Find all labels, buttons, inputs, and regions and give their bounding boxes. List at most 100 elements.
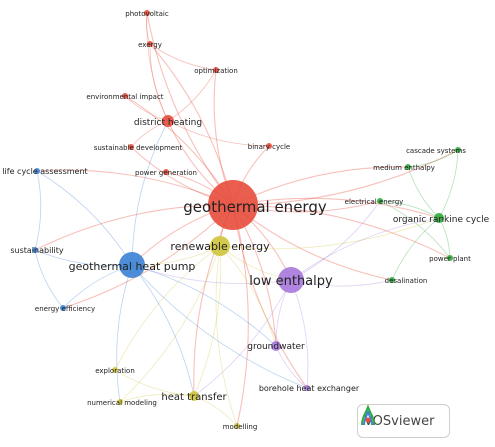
node-label-sustainable-development[interactable]: sustainable development bbox=[94, 144, 183, 152]
link-organic-rankine-cycle-to-desalination bbox=[391, 217, 440, 281]
node-numerical-modeling[interactable] bbox=[117, 399, 123, 405]
node-heat-transfer[interactable] bbox=[189, 391, 199, 401]
link-geothermal-energy-to-energy-efficiency bbox=[62, 204, 234, 309]
link-low-enthalpy-to-electrical-energy bbox=[290, 200, 381, 281]
vosviewer-logo-icon bbox=[361, 405, 375, 426]
node-electrical-energy[interactable] bbox=[377, 198, 383, 204]
link-renewable-energy-to-numerical-modeling bbox=[119, 245, 221, 403]
node-exergy[interactable] bbox=[147, 41, 153, 47]
node-label-geothermal-energy[interactable]: geothermal energy bbox=[183, 198, 327, 216]
node-label-binary-cycle[interactable]: binary cycle bbox=[248, 143, 290, 151]
link-geothermal-energy-to-organic-rankine-cycle bbox=[232, 197, 440, 219]
link-renewable-energy-to-modelling bbox=[215, 245, 238, 427]
node-label-exergy[interactable]: exergy bbox=[138, 41, 162, 49]
link-geothermal-heat-pump-to-numerical-modeling bbox=[116, 264, 133, 403]
link-low-enthalpy-to-borehole-heat-exchanger bbox=[290, 279, 309, 389]
link-geothermal-energy-to-photovoltaic bbox=[146, 12, 234, 206]
node-label-low-enthalpy[interactable]: low enthalpy bbox=[249, 274, 333, 289]
node-power-generation[interactable] bbox=[163, 169, 169, 175]
link-geothermal-energy-to-power-plant bbox=[232, 204, 451, 259]
node-label-life-cycle-assessment[interactable]: life cycle assessment bbox=[2, 167, 87, 176]
link-organic-rankine-cycle-to-medium-enthalpy bbox=[407, 166, 440, 219]
node-cascade-systems[interactable] bbox=[455, 147, 461, 153]
link-heat-transfer-to-numerical-modeling bbox=[119, 393, 195, 403]
node-sustainable-development[interactable] bbox=[128, 144, 134, 150]
link-renewable-energy-to-exploration bbox=[114, 245, 221, 371]
link-district-heating-to-binary-cycle bbox=[167, 120, 270, 147]
link-geothermal-energy-to-cascade-systems bbox=[232, 149, 459, 206]
link-organic-rankine-cycle-to-electrical-energy bbox=[379, 200, 440, 219]
node-label-desalination[interactable]: desalination bbox=[385, 277, 428, 285]
node-label-borehole-heat-exchanger[interactable]: borehole heat exchanger bbox=[259, 384, 360, 393]
node-label-medium-enthalpy[interactable]: medium enthalpy bbox=[373, 164, 435, 172]
labels-layer: geothermal energy district heating photovo… bbox=[2, 10, 489, 431]
node-label-optimization[interactable]: optimization bbox=[194, 67, 238, 75]
node-borehole-heat-exchanger[interactable] bbox=[304, 385, 310, 391]
node-power-plant[interactable] bbox=[447, 255, 453, 261]
node-label-numerical-modeling[interactable]: numerical modeling bbox=[87, 399, 157, 407]
link-geothermal-energy-to-sustainability bbox=[34, 204, 234, 251]
node-label-power-generation[interactable]: power generation bbox=[135, 169, 197, 177]
node-optimization[interactable] bbox=[213, 67, 219, 73]
link-geothermal-heat-pump-to-borehole-heat-exchanger bbox=[131, 264, 308, 389]
node-renewable-energy[interactable] bbox=[210, 236, 230, 256]
node-binary-cycle[interactable] bbox=[266, 143, 272, 149]
link-electrical-energy-to-power-plant bbox=[379, 200, 451, 259]
node-label-organic-rankine-cycle[interactable]: organic rankine cycle bbox=[393, 215, 490, 225]
link-medium-enthalpy-to-cascade-systems bbox=[407, 149, 459, 168]
link-low-enthalpy-to-geothermal-heat-pump bbox=[131, 264, 292, 284]
node-label-modelling[interactable]: modelling bbox=[223, 423, 258, 431]
link-renewable-energy-to-organic-rankine-cycle bbox=[219, 217, 440, 250]
node-photovoltaic[interactable] bbox=[144, 10, 150, 16]
link-sustainability-to-energy-efficiency bbox=[34, 249, 64, 309]
node-label-sustainability[interactable]: sustainability bbox=[10, 246, 64, 255]
vosviewer-badge[interactable]: VOSviewer bbox=[357, 404, 450, 438]
node-label-exploration[interactable]: exploration bbox=[95, 367, 135, 375]
link-renewable-energy-to-heat-transfer bbox=[193, 245, 222, 397]
nodes-layer bbox=[32, 10, 461, 429]
link-organic-rankine-cycle-to-cascade-systems bbox=[438, 149, 459, 219]
node-label-energy-efficiency[interactable]: energy efficiency bbox=[35, 305, 95, 313]
node-organic-rankine-cycle[interactable] bbox=[434, 213, 444, 223]
node-label-district-heating[interactable]: district heating bbox=[134, 118, 202, 128]
node-medium-enthalpy[interactable] bbox=[405, 164, 411, 170]
node-geothermal-heat-pump[interactable] bbox=[119, 252, 145, 278]
link-renewable-energy-to-groundwater bbox=[219, 245, 277, 347]
node-geothermal-energy[interactable] bbox=[208, 180, 258, 230]
node-exploration[interactable] bbox=[112, 367, 118, 373]
node-district-heating[interactable] bbox=[162, 115, 174, 127]
link-low-enthalpy-to-organic-rankine-cycle bbox=[290, 217, 440, 281]
link-district-heating-to-photovoltaic bbox=[146, 12, 169, 122]
link-geothermal-heat-pump-to-groundwater bbox=[131, 264, 277, 347]
link-geothermal-energy-to-modelling bbox=[232, 204, 249, 427]
node-sustainability[interactable] bbox=[32, 247, 38, 253]
link-heat-transfer-to-exploration bbox=[114, 369, 195, 397]
brand-name: VOSviewer bbox=[364, 413, 435, 429]
node-label-renewable-energy[interactable]: renewable energy bbox=[170, 240, 270, 253]
link-exergy-to-optimization bbox=[149, 43, 217, 71]
node-label-heat-transfer[interactable]: heat transfer bbox=[161, 392, 227, 403]
node-modelling[interactable] bbox=[234, 423, 240, 429]
link-geothermal-heat-pump-to-life-cycle-assessment bbox=[36, 170, 133, 266]
node-label-geothermal-heat-pump[interactable]: geothermal heat pump bbox=[69, 260, 196, 273]
node-label-cascade-systems[interactable]: cascade systems bbox=[406, 147, 466, 155]
link-low-enthalpy-to-heat-transfer bbox=[193, 279, 292, 397]
node-label-photovoltaic[interactable]: photovoltaic bbox=[125, 10, 169, 18]
node-desalination[interactable] bbox=[389, 277, 395, 283]
node-label-electrical-energy[interactable]: electrical energy bbox=[345, 198, 404, 206]
link-district-heating-to-optimization bbox=[167, 69, 217, 122]
node-energy-efficiency[interactable] bbox=[60, 305, 66, 311]
node-low-enthalpy[interactable] bbox=[278, 267, 304, 293]
node-label-environmental-impact[interactable]: environmental impact bbox=[86, 93, 163, 101]
node-environmental-impact[interactable] bbox=[122, 93, 128, 99]
node-life-cycle-assessment[interactable] bbox=[34, 168, 40, 174]
node-groundwater[interactable] bbox=[271, 341, 281, 351]
node-label-groundwater[interactable]: groundwater bbox=[247, 342, 305, 352]
link-geothermal-energy-to-borehole-heat-exchanger bbox=[232, 204, 308, 389]
link-geothermal-heat-pump-to-district-heating bbox=[131, 120, 169, 266]
link-geothermal-heat-pump-to-heat-transfer bbox=[131, 264, 195, 397]
link-life-cycle-assessment-to-sustainability bbox=[34, 170, 42, 251]
node-label-power-plant[interactable]: power plant bbox=[429, 255, 471, 263]
